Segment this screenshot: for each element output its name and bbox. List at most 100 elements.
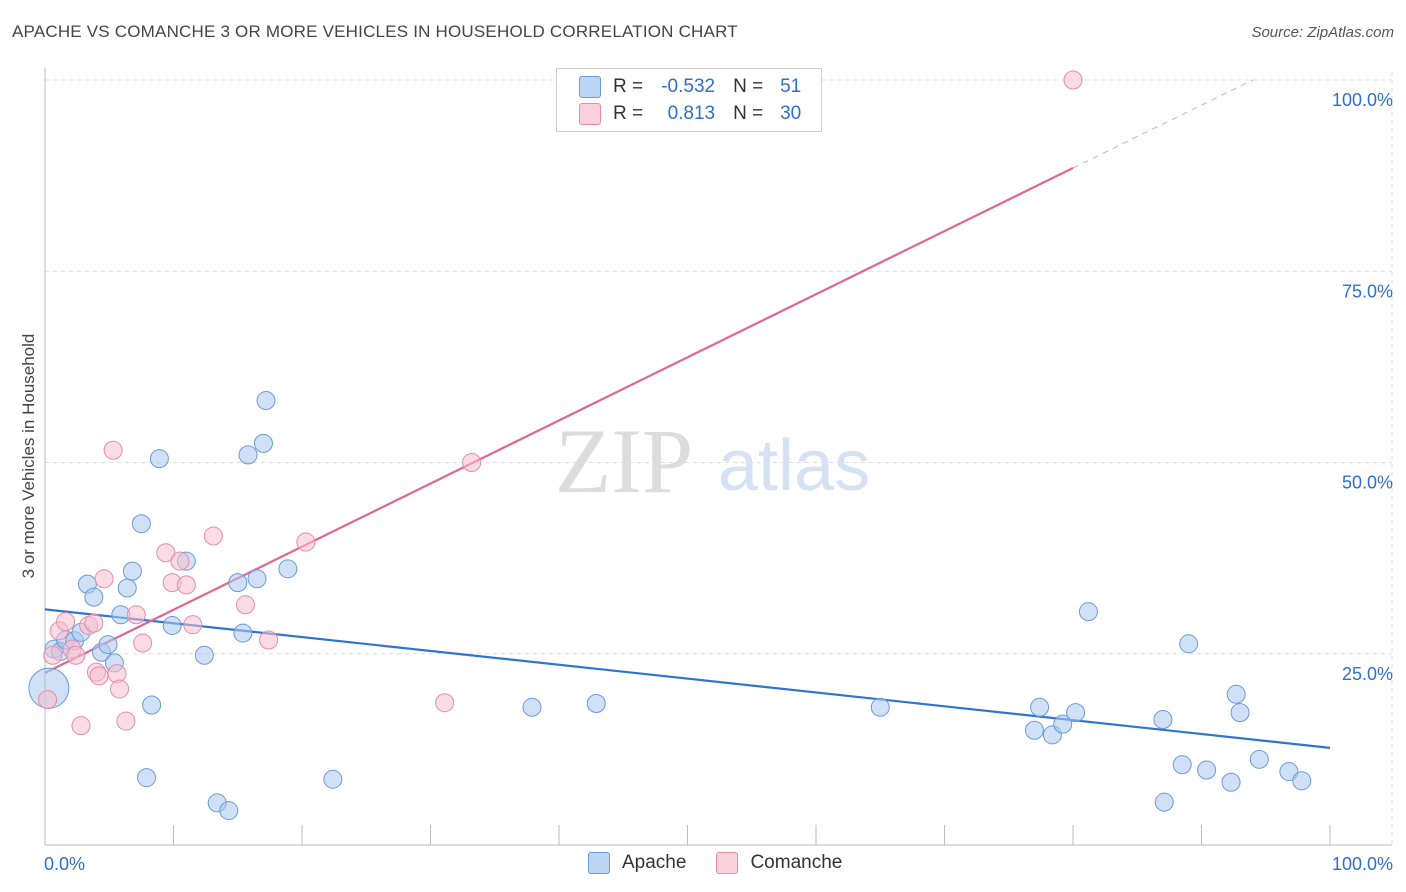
apache-point [1154,792,1174,812]
series-legend: Apache Comanche [588,852,872,874]
apache-n-label: N = [733,76,764,97]
apache-point [1279,762,1299,782]
comanche-point [66,645,86,665]
apache-point [117,578,137,598]
comanche-r-label: R = [613,103,644,124]
apache-point [238,445,258,465]
apache-point [1197,760,1217,780]
y-tick-label: 100.0% [1332,90,1393,110]
comanche-point [103,440,123,460]
apache-point [122,561,142,581]
comanche-trend-extension [1072,79,1254,169]
comanche-point [156,543,176,563]
apache-legend-label: Apache [622,852,687,873]
comanche-trend-line [44,166,1074,674]
apache-point [323,769,343,789]
y-tick-label: 75.0% [1342,281,1393,301]
comanche-point [259,630,279,650]
apache-point [142,695,162,715]
watermark-atlas: atlas [718,426,870,506]
apache-point [228,573,248,593]
comanche-r-value: 0.813 [667,103,716,124]
comanche-point [89,666,109,686]
apache-point [256,391,276,411]
apache-point [278,559,298,579]
apache-n-value: 51 [780,76,802,97]
apache-point [1066,703,1086,723]
apache-point [870,697,890,717]
trend-lines [44,79,1331,749]
apache-point [253,433,273,453]
apache-point [84,587,104,607]
apache-point [247,569,267,589]
apache-point [194,645,214,665]
apache-point [1249,749,1269,769]
comanche-point [84,613,104,633]
axis-labels: 25.0% 50.0% 75.0% 100.0% 0.0% 100.0% [44,90,1393,874]
apache-point [586,693,606,713]
comanche-point [183,615,203,635]
apache-point [137,768,157,788]
apache-point [131,514,151,534]
correlation-legend: R = -0.532 N = 51 R = 0.813 N = 30 [556,68,822,132]
comanche-point [203,526,223,546]
apache-point [1078,602,1098,622]
apache-point [1230,703,1250,723]
comanche-point [110,679,130,699]
apache-point [1053,714,1073,734]
apache-point [162,615,182,635]
apache-point [1226,684,1246,704]
y-tick-label: 50.0% [1342,473,1393,493]
comanche-n-label: N = [733,103,764,124]
comanche-point [176,575,196,595]
comanche-n-value: 30 [780,103,802,124]
comanche-point [462,453,482,472]
apache-point [149,449,169,469]
legend-row-comanche: R = 0.813 N = 30 [579,101,801,127]
grid-lines [45,72,1393,845]
watermark-zip: ZIP [555,410,693,512]
comanche-point [71,716,91,736]
apache-point [1030,697,1050,717]
comanche-legend-swatch [716,852,739,874]
apache-point [1024,720,1044,740]
apache-point [98,635,118,655]
legend-item-apache[interactable]: Apache [588,852,686,874]
legend-item-comanche[interactable]: Comanche [716,852,842,874]
comanche-point [116,711,136,731]
comanche-point [38,690,58,710]
apache-point [1153,710,1173,730]
x-tick-label-max: 100.0% [1332,854,1393,874]
comanche-point [94,569,114,589]
source-label: Source: ZipAtlas.com [1251,24,1394,41]
apache-swatch [579,76,601,98]
comanche-point [1063,70,1083,90]
apache-legend-swatch [588,852,610,874]
y-tick-label: 25.0% [1342,664,1393,684]
apache-r-label: R = [613,76,644,97]
comanche-point [296,532,316,552]
watermark: ZIP atlas [555,410,870,512]
apache-r-value: -0.532 [661,76,716,97]
comanche-point [133,633,153,653]
apache-point [219,801,239,821]
chart-title: APACHE VS COMANCHE 3 OR MORE VEHICLES IN… [12,22,738,41]
x-tick-label-min: 0.0% [44,854,85,874]
comanche-point [435,693,455,713]
comanche-swatch [579,103,601,125]
comanche-point [43,645,63,665]
y-axis-label: 3 or more Vehicles in Household [19,334,38,579]
apache-point [1172,755,1192,775]
comanche-point [235,595,255,615]
axes [44,68,1392,846]
apache-point [1221,772,1241,792]
comanche-point [126,605,146,625]
apache-trend-line [44,608,1331,749]
data-points [28,70,1312,821]
comanche-legend-label: Comanche [750,852,843,873]
apache-point [1179,634,1199,654]
apache-point [233,623,253,643]
comanche-point [56,612,76,632]
apache-point [522,697,542,717]
